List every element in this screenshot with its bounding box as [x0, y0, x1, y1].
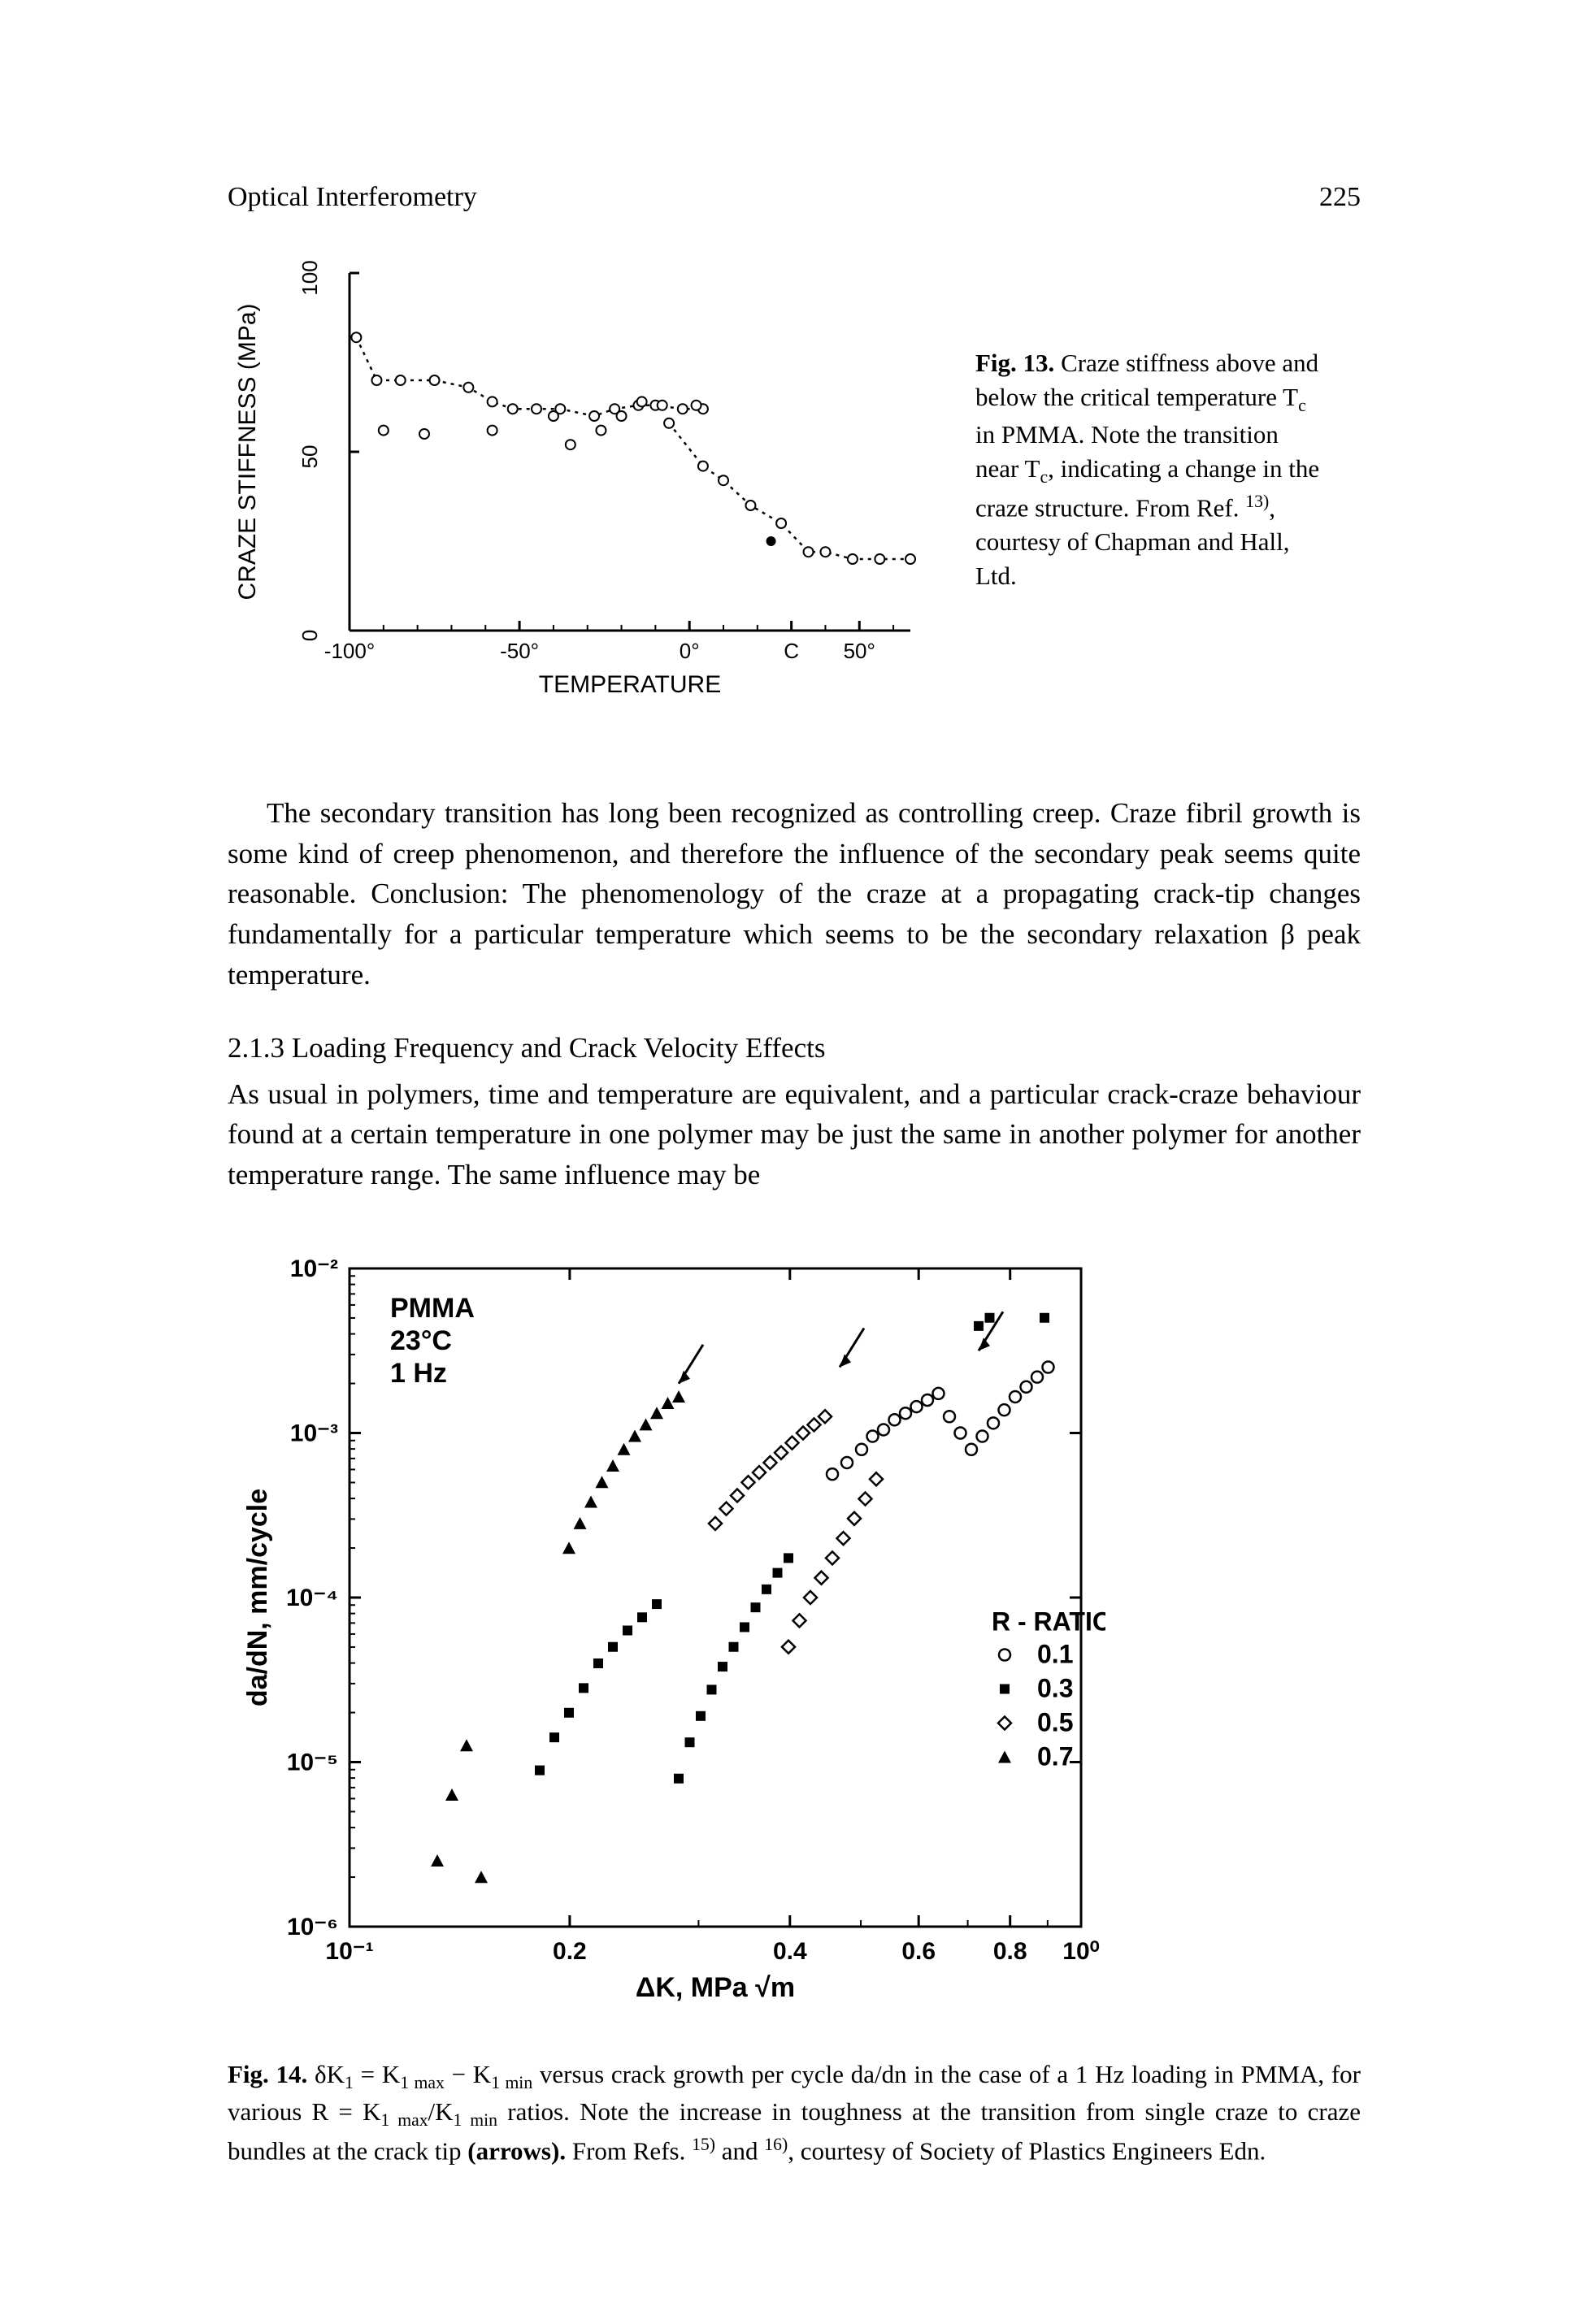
svg-text:0.1: 0.1 [1037, 1639, 1073, 1668]
svg-text:10⁻²: 10⁻² [290, 1255, 338, 1282]
svg-text:0: 0 [297, 630, 322, 641]
paragraph-2: As usual in polymers, time and temperatu… [228, 1074, 1361, 1195]
svg-text:ΔK, MPa √m: ΔK, MPa √m [636, 1972, 795, 2003]
svg-text:R - RATIO: R - RATIO [992, 1606, 1105, 1636]
svg-text:CRAZE STIFFNESS (MPa): CRAZE STIFFNESS (MPa) [234, 303, 261, 600]
header-left: Optical Interferometry [228, 179, 477, 216]
subsection-heading: 2.1.3 Loading Frequency and Crack Veloci… [228, 1029, 1361, 1067]
svg-text:100: 100 [297, 260, 322, 295]
svg-text:10⁻⁶: 10⁻⁶ [287, 1914, 338, 1940]
figure-14-chart: 10⁻⁶ 10⁻⁵ 10⁻⁴ 10⁻³ 10⁻² 10⁻¹ 0.2 0.4 0.6 0.8 10⁰ Δ… [228, 1252, 1105, 2032]
svg-text:10⁰: 10⁰ [1062, 1938, 1099, 1965]
svg-text:0°: 0° [680, 639, 700, 663]
svg-text:10⁻¹: 10⁻¹ [325, 1938, 373, 1965]
figure-13-chart: -100° -50° 0° C 50° 0 50 100 TEMPERATURE CRAZE ST… [228, 249, 943, 720]
figure-13-row: -100° -50° 0° C 50° 0 50 100 TEMPERATURE CRAZE ST… [228, 249, 1361, 720]
svg-text:50: 50 [297, 444, 322, 468]
svg-text:10⁻³: 10⁻³ [290, 1420, 338, 1446]
page: Optical Interferometry 225 -100° -50° 0° C 5… [0, 0, 1572, 2324]
svg-text:-50°: -50° [500, 639, 539, 663]
svg-text:C: C [784, 639, 799, 663]
svg-text:PMMA: PMMA [390, 1293, 475, 1324]
figure-14: 10⁻⁶ 10⁻⁵ 10⁻⁴ 10⁻³ 10⁻² 10⁻¹ 0.2 0.4 0.6 0.8 10⁰ Δ… [228, 1252, 1361, 2168]
svg-text:TEMPERATURE: TEMPERATURE [539, 671, 721, 698]
svg-text:23°C: 23°C [390, 1325, 452, 1356]
figure-13-caption: Fig. 13. Craze stiffness above and below… [975, 346, 1325, 593]
paragraph-1: The secondary transition has long been r… [228, 793, 1361, 995]
svg-text:1 Hz: 1 Hz [390, 1358, 447, 1389]
svg-text:0.7: 0.7 [1037, 1741, 1073, 1771]
svg-text:da/dN, mm/cycle: da/dN, mm/cycle [242, 1488, 273, 1706]
svg-text:-100°: -100° [324, 639, 375, 663]
svg-text:50°: 50° [844, 639, 875, 663]
svg-text:0.2: 0.2 [553, 1938, 587, 1965]
svg-text:0.6: 0.6 [901, 1938, 936, 1965]
header-right: 225 [1319, 179, 1361, 216]
running-head: Optical Interferometry 225 [228, 179, 1361, 216]
svg-text:10⁻⁴: 10⁻⁴ [286, 1585, 338, 1611]
svg-text:0.4: 0.4 [773, 1938, 807, 1965]
svg-text:0.5: 0.5 [1037, 1707, 1073, 1736]
svg-text:0.3: 0.3 [1037, 1673, 1073, 1702]
svg-text:0.8: 0.8 [993, 1938, 1027, 1965]
figure-14-caption: Fig. 14. δK1 = K1 max − K1 min versus cr… [228, 2057, 1361, 2168]
svg-text:10⁻⁵: 10⁻⁵ [287, 1749, 338, 1776]
